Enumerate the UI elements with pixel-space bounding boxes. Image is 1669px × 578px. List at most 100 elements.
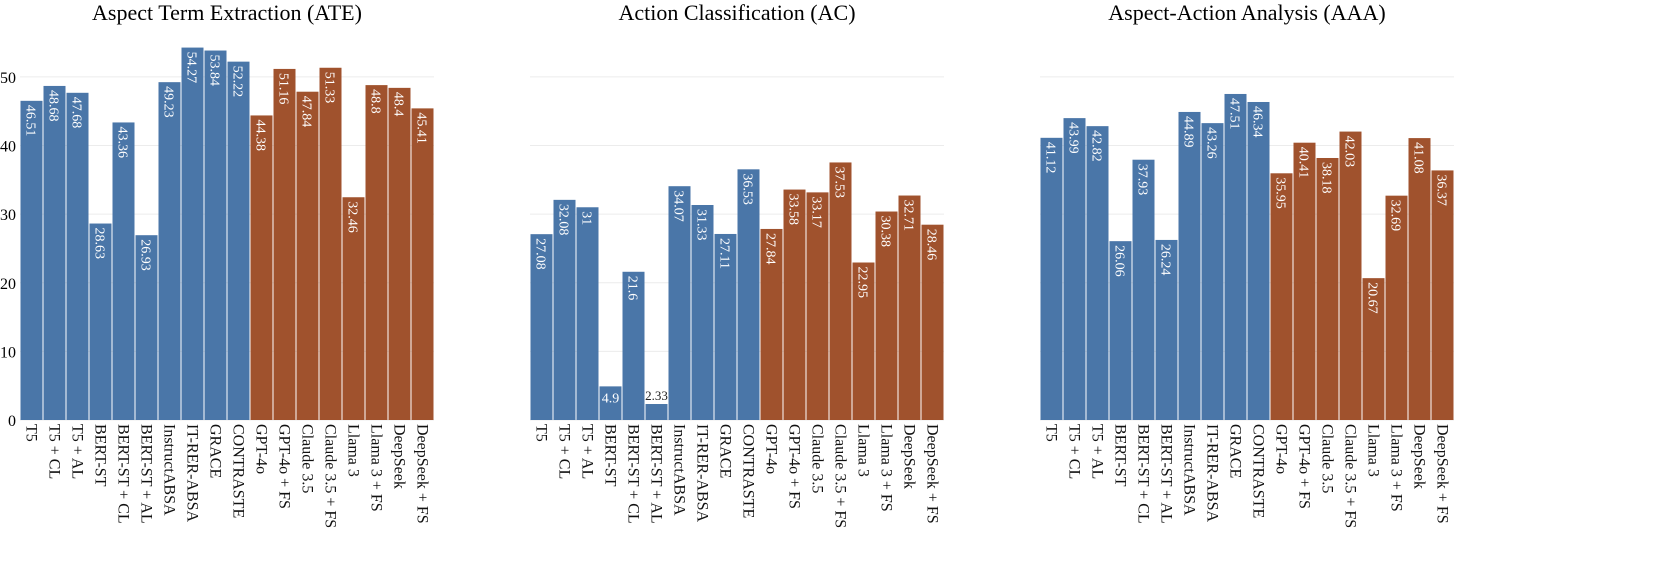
bar — [829, 162, 852, 420]
bar — [1132, 159, 1155, 421]
x-tick-label: InstructABSA — [671, 424, 688, 516]
bar — [714, 233, 737, 420]
value-label: 44.38 — [253, 119, 268, 151]
chart-title: Action Classification (AC) — [618, 0, 855, 25]
x-tick-label: BERT-ST + CL — [625, 424, 642, 524]
bar — [852, 262, 875, 420]
x-tick-label: GPT-4o — [1273, 424, 1290, 474]
bar — [668, 186, 691, 420]
x-tick-label: T5 — [533, 424, 550, 442]
value-label: 43.99 — [1066, 122, 1081, 154]
x-tick-label: GRACE — [1227, 424, 1244, 478]
x-tick-label: Llama 3 + FS — [368, 424, 385, 512]
value-label: 4.9 — [602, 391, 620, 406]
x-tick-label: GRACE — [717, 424, 734, 478]
x-tick-label: GRACE — [207, 424, 224, 478]
value-label: 28.46 — [924, 229, 939, 261]
x-tick-label: BERT-ST — [92, 424, 109, 487]
value-label: 34.07 — [671, 190, 686, 222]
y-tick-label: 10 — [0, 344, 16, 361]
x-tick-label: Llama 3 — [345, 424, 362, 477]
y-tick-label: 30 — [0, 207, 16, 224]
value-label: 45.41 — [414, 112, 429, 144]
value-label: 41.08 — [1411, 142, 1426, 174]
x-tick-label: IT-RER-ABSA — [694, 424, 711, 523]
bar — [1293, 142, 1316, 420]
bar — [20, 100, 43, 421]
bar — [691, 205, 714, 420]
value-label: 47.51 — [1227, 98, 1242, 130]
x-tick-label: IT-RER-ABSA — [1204, 424, 1221, 523]
bar — [1201, 123, 1224, 420]
value-label: 53.84 — [207, 55, 222, 87]
x-tick-label: GPT-4o — [253, 424, 270, 474]
value-label: 46.34 — [1250, 106, 1265, 138]
bar — [204, 50, 227, 420]
x-tick-label: T5 — [1043, 424, 1060, 442]
bar — [622, 271, 645, 420]
x-tick-label: T5 — [23, 424, 40, 442]
bar — [875, 211, 898, 420]
value-label: 32.69 — [1388, 200, 1403, 232]
value-label: 36.37 — [1434, 174, 1449, 206]
x-tick-label: GPT-4o + FS — [276, 424, 293, 509]
x-tick-label: T5 + CL — [556, 424, 573, 479]
value-label: 47.84 — [299, 96, 314, 128]
value-label: 43.26 — [1204, 127, 1219, 159]
x-tick-label: CONTRASTE — [1250, 424, 1267, 518]
x-tick-label: BERT-ST + AL — [138, 424, 155, 524]
value-label: 42.03 — [1342, 136, 1357, 168]
value-label: 30.38 — [878, 216, 893, 248]
value-label: 41.12 — [1043, 142, 1058, 174]
value-label: 32.08 — [556, 204, 571, 236]
x-tick-label: BERT-ST — [602, 424, 619, 487]
x-tick-label: Llama 3 — [1365, 424, 1382, 477]
x-tick-label: GPT-4o + FS — [786, 424, 803, 509]
bar — [181, 47, 204, 421]
x-tick-label: BERT-ST + AL — [1158, 424, 1175, 524]
bar — [296, 91, 319, 420]
value-label: 26.24 — [1158, 244, 1173, 276]
bar — [737, 169, 760, 420]
x-tick-label: Claude 3.5 + FS — [322, 424, 339, 528]
value-label: 43.36 — [115, 126, 130, 158]
value-label: 21.6 — [625, 276, 640, 301]
bar — [921, 224, 944, 420]
chart-title: Aspect-Action Analysis (AAA) — [1108, 0, 1385, 25]
value-label: 35.95 — [1273, 177, 1288, 209]
x-tick-label: Llama 3 + FS — [1388, 424, 1405, 512]
bar — [342, 197, 365, 420]
value-label: 31 — [579, 211, 594, 225]
x-tick-label: DeepSeek — [391, 424, 408, 489]
bar — [1270, 173, 1293, 420]
x-tick-label: BERT-ST + CL — [1135, 424, 1152, 524]
x-tick-label: T5 + AL — [579, 424, 596, 479]
bar — [319, 67, 342, 421]
bar — [227, 61, 250, 420]
bar — [273, 68, 296, 421]
x-tick-label: Claude 3.5 — [809, 424, 826, 493]
value-label: 2.33 — [645, 388, 668, 403]
x-tick-label: CONTRASTE — [230, 424, 247, 518]
bar — [645, 404, 668, 420]
bar — [158, 82, 181, 421]
value-label: 51.33 — [322, 72, 337, 104]
x-tick-label: T5 + AL — [69, 424, 86, 479]
x-tick-label: IT-RER-ABSA — [184, 424, 201, 523]
x-tick-label: DeepSeek + FS — [1434, 424, 1451, 524]
x-tick-label: Claude 3.5 — [299, 424, 316, 493]
x-tick-label: DeepSeek — [901, 424, 918, 489]
bar — [43, 85, 66, 420]
y-tick-label: 50 — [0, 70, 16, 87]
x-tick-label: DeepSeek — [1411, 424, 1428, 489]
value-label: 36.53 — [740, 173, 755, 205]
value-label: 40.41 — [1296, 147, 1311, 179]
bar — [783, 189, 806, 420]
bar — [1224, 93, 1247, 420]
bar — [1086, 126, 1109, 421]
bar — [135, 235, 158, 420]
value-label: 37.93 — [1135, 164, 1150, 196]
value-label: 44.89 — [1181, 116, 1196, 148]
bar — [530, 234, 553, 420]
